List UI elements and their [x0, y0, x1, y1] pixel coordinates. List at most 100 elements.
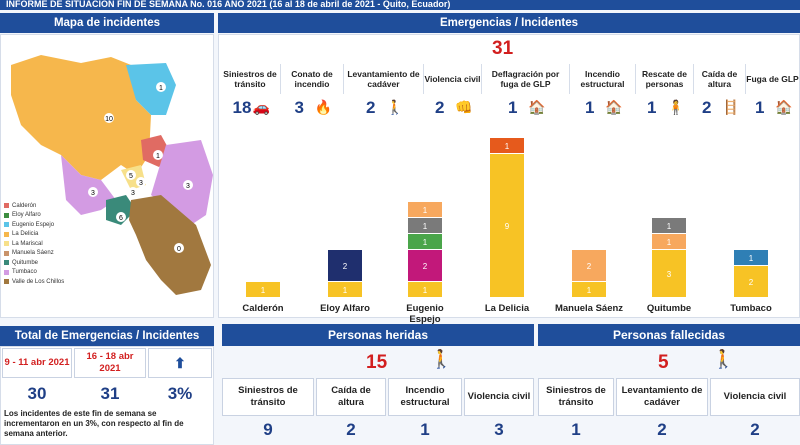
category-count: 2: [435, 98, 445, 117]
map-legend: Calderón Eloy Alfaro Eugenio Espejo La Deli…: [4, 201, 64, 287]
bar-value-label: 1: [343, 286, 348, 295]
chart-category-label: Eugenio Espejo: [406, 303, 444, 325]
category-label: Siniestros de tránsito: [220, 64, 281, 94]
period-previous: 9 - 11 abr 2021: [2, 348, 72, 378]
bar-segment: [652, 234, 686, 249]
bar-value-label: 1: [423, 222, 428, 231]
legend-swatch: [4, 269, 9, 275]
category-label: Rescate de personas: [636, 64, 694, 94]
bar-segment: [490, 138, 524, 153]
category-count: 2: [366, 98, 376, 117]
category-icon: 🏠: [775, 99, 793, 115]
emergencies-total: 31: [492, 38, 514, 59]
category-count: 1: [585, 98, 595, 117]
legend-item: Quitumbe: [4, 258, 64, 268]
legend-label: Valle de Los Chillos: [12, 278, 65, 285]
bar-segment: [572, 250, 606, 281]
chart-category-label: Eloy Alfaro: [320, 303, 370, 314]
count-value: 2: [657, 420, 667, 439]
bar-segment: [734, 250, 768, 265]
count-value: 1: [420, 420, 430, 439]
bar-value-label: 1: [423, 286, 428, 295]
legend-label: La Mariscal: [12, 240, 43, 247]
deceased-title: Personas fallecidas: [538, 324, 800, 346]
chart-category-label: La Delicia: [484, 303, 530, 314]
map-label: 3: [139, 180, 143, 187]
deceased-total: 5: [658, 352, 669, 373]
bar-value-label: 1: [261, 286, 266, 295]
injured-title: Personas heridas: [222, 324, 534, 346]
bar-segment: [408, 202, 442, 217]
totals-note: Los incidentes de este fin de semana se …: [4, 409, 184, 438]
legend-item: Eugenio Espejo: [4, 220, 64, 230]
legend-swatch: [4, 279, 9, 285]
legend-label: Manuela Sáenz: [12, 250, 54, 257]
category-label: Incendio estructural: [570, 64, 636, 94]
count-label: Levantamiento de cadáver: [616, 378, 708, 416]
bar-segment: [490, 154, 524, 297]
map-label: 0: [177, 246, 181, 253]
bar-value-label: 2: [343, 262, 348, 271]
legend-item: Eloy Alfaro: [4, 211, 64, 221]
bar-segment: [734, 266, 768, 297]
map-label: 10: [105, 116, 113, 123]
category-label: Fuga de GLP: [746, 64, 800, 94]
map-label: 3: [91, 190, 95, 197]
period-current: 16 - 18 abr 2021: [74, 348, 146, 378]
legend-swatch: [4, 260, 9, 266]
category-label: Caída de altura: [694, 64, 746, 94]
count-value: 2: [346, 420, 356, 439]
count-value: 9: [263, 420, 273, 439]
bar-segment: [328, 282, 362, 297]
total-previous: 30: [27, 384, 47, 403]
category-label: Levantamiento de cadáver: [344, 64, 424, 94]
legend-item: Tumbaco: [4, 268, 64, 278]
count-value: 2: [750, 420, 760, 439]
map-label: 3: [131, 190, 135, 197]
category-icon: 🧍: [667, 99, 685, 115]
chart-category-label: Quitumbe: [646, 303, 692, 314]
legend-label: Calderón: [12, 202, 37, 209]
district-bar-chart: 1 1 2 1 2 1 1 1 9 1 1 2 3 1 1 2 1: [246, 138, 768, 297]
count-value: 3: [494, 420, 504, 439]
map-label: 1: [156, 153, 160, 160]
chart-category-label: Manuela Sáenz: [554, 303, 624, 314]
category-icon: 🪜: [722, 99, 740, 115]
injured-total: 15: [366, 352, 388, 373]
legend-item: Calderón: [4, 201, 64, 211]
bar-value-label: 1: [587, 286, 592, 295]
category-icon: 🏠: [605, 99, 623, 115]
bar-segment: [408, 234, 442, 249]
category-icon: 🚗: [252, 99, 270, 115]
legend-swatch: [4, 212, 9, 218]
map-panel: 1 10 1 3 5 3 3 3 6 0: [0, 34, 214, 318]
bar-value-label: 3: [667, 270, 672, 279]
count-label: Incendio estructural: [388, 378, 462, 416]
legend-item: Valle de Los Chillos: [4, 277, 64, 287]
bar-value-label: 2: [587, 262, 592, 271]
legend-label: Tumbaco: [12, 269, 37, 276]
bar-segment: [246, 282, 280, 297]
district-map: 1 10 1 3 5 3 3 3 6 0: [11, 55, 213, 295]
category-label: Deflagración por fuga de GLP: [482, 64, 570, 94]
legend-label: Quitumbe: [12, 259, 39, 266]
chart-category-label: Calderón: [242, 303, 284, 314]
category-count: 3: [294, 98, 304, 117]
category-count: 1: [647, 98, 657, 117]
bar-segment: [408, 250, 442, 281]
map-label: 6: [119, 215, 123, 222]
count-label: Siniestros de tránsito: [222, 378, 314, 416]
category-label: Violencia civil: [424, 64, 482, 94]
legend-item: Manuela Sáenz: [4, 249, 64, 259]
legend-label: Eugenio Espejo: [12, 221, 55, 228]
bar-value-label: 2: [423, 262, 428, 271]
category-count: 1: [508, 98, 518, 117]
bar-segment: [652, 250, 686, 297]
count-label: Caída de altura: [316, 378, 386, 416]
bar-segment: [328, 250, 362, 281]
count-label: Violencia civil: [464, 378, 534, 416]
chart-category-label: Tumbaco: [730, 303, 772, 314]
category-icon: 🚶: [386, 99, 404, 115]
total-change: 3%: [167, 384, 193, 403]
injured-person-icon: 🚶: [430, 349, 453, 369]
